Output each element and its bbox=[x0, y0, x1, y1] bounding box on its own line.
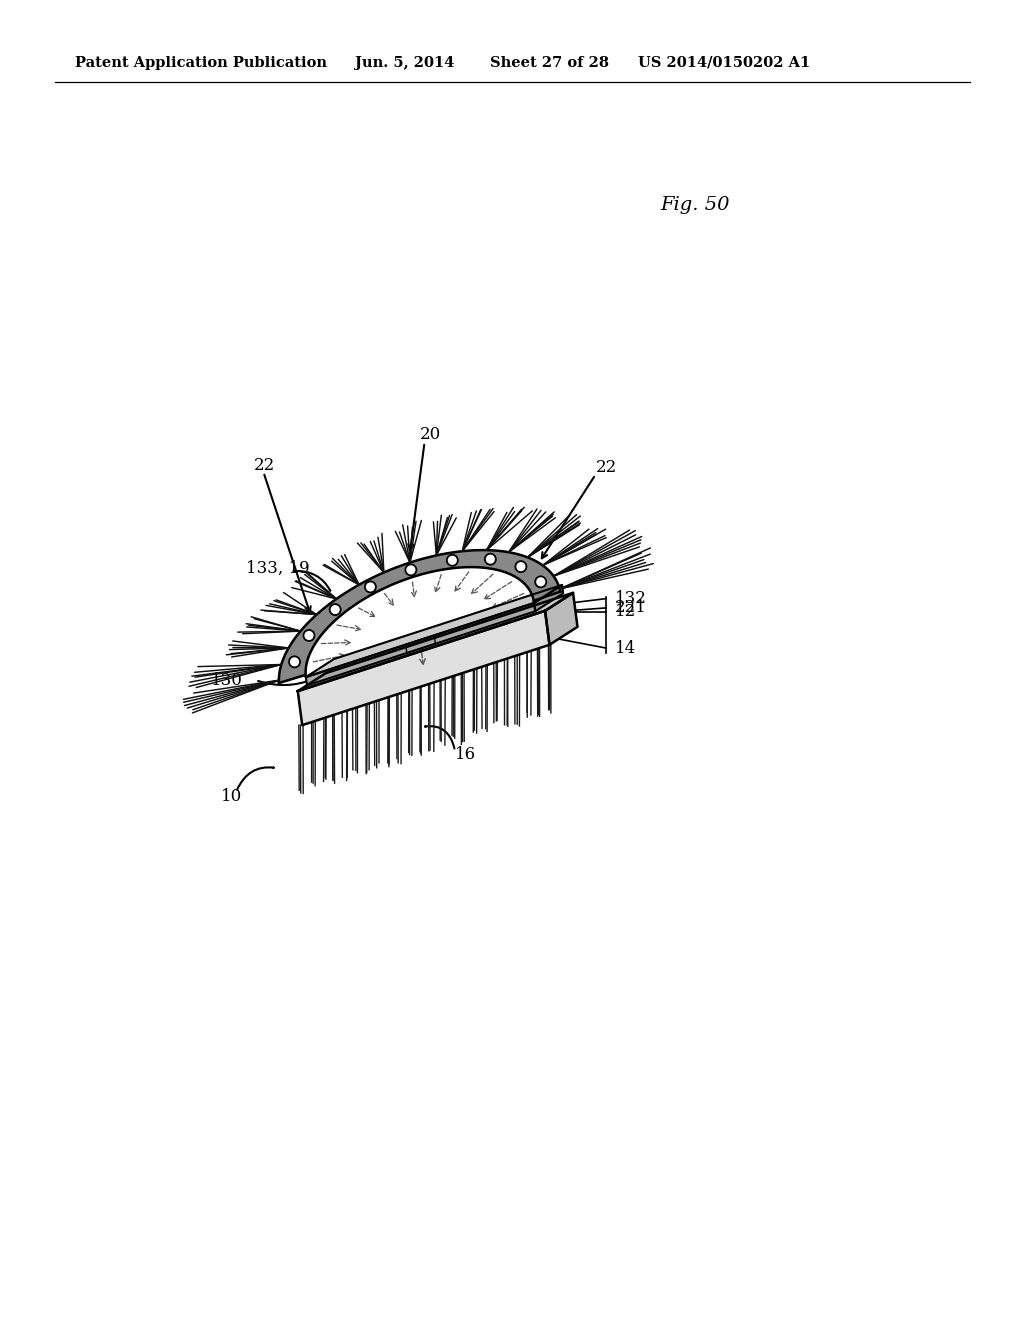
Text: 14: 14 bbox=[615, 639, 636, 656]
Circle shape bbox=[484, 553, 496, 565]
FancyArrowPatch shape bbox=[258, 678, 312, 685]
Polygon shape bbox=[306, 585, 562, 677]
Polygon shape bbox=[298, 593, 573, 692]
Text: 22: 22 bbox=[253, 457, 274, 474]
Polygon shape bbox=[279, 550, 560, 682]
FancyArrowPatch shape bbox=[425, 726, 455, 748]
Text: 130: 130 bbox=[211, 672, 243, 689]
FancyArrowPatch shape bbox=[293, 572, 330, 590]
Circle shape bbox=[289, 656, 300, 668]
Text: Patent Application Publication: Patent Application Publication bbox=[75, 55, 327, 70]
Circle shape bbox=[446, 554, 458, 566]
Circle shape bbox=[515, 561, 526, 572]
Polygon shape bbox=[545, 593, 578, 644]
Circle shape bbox=[365, 581, 376, 593]
Text: 16: 16 bbox=[455, 746, 476, 763]
Circle shape bbox=[303, 630, 314, 642]
Text: 12: 12 bbox=[615, 603, 636, 620]
Text: 10: 10 bbox=[221, 788, 242, 805]
Polygon shape bbox=[306, 603, 536, 685]
Text: US 2014/0150202 A1: US 2014/0150202 A1 bbox=[638, 55, 810, 70]
Circle shape bbox=[536, 577, 546, 587]
Circle shape bbox=[330, 605, 341, 615]
Text: 132: 132 bbox=[615, 590, 647, 607]
Polygon shape bbox=[298, 611, 550, 725]
FancyArrowPatch shape bbox=[237, 767, 273, 789]
Text: Sheet 27 of 28: Sheet 27 of 28 bbox=[490, 55, 609, 70]
Text: Jun. 5, 2014: Jun. 5, 2014 bbox=[355, 55, 455, 70]
Polygon shape bbox=[535, 585, 563, 611]
Text: 22: 22 bbox=[596, 459, 616, 477]
Text: 133, 19: 133, 19 bbox=[246, 560, 309, 577]
Text: Fig. 50: Fig. 50 bbox=[660, 195, 729, 214]
Circle shape bbox=[406, 565, 417, 576]
Text: 221: 221 bbox=[615, 599, 647, 616]
Text: 20: 20 bbox=[420, 426, 441, 444]
